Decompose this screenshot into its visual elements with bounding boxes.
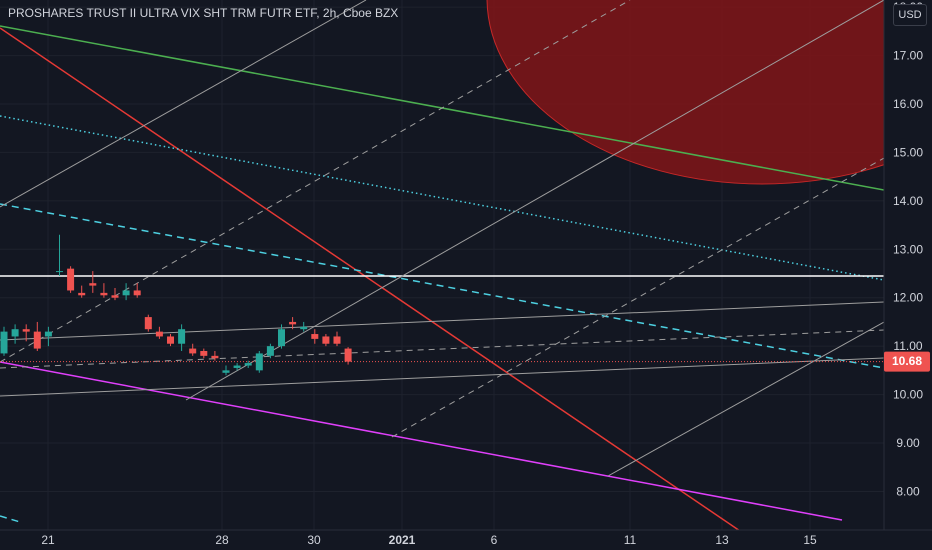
candle-body	[167, 336, 174, 344]
candle-body	[122, 290, 130, 296]
trendline-red[interactable]	[0, 27, 768, 550]
y-tick-label: 9.00	[896, 436, 920, 450]
ellipse-drawing[interactable]	[486, 0, 932, 185]
trendline-cyan-dashed[interactable]	[0, 203, 884, 369]
candle-body	[78, 292, 86, 296]
trendline-cyan-dashed-2[interactable]	[0, 515, 21, 523]
x-tick-label: 21	[41, 533, 55, 547]
candle-body	[44, 331, 52, 337]
candle-body	[211, 355, 219, 359]
candle-body	[33, 331, 41, 349]
candle-body	[244, 363, 252, 366]
x-tick-label: 30	[307, 533, 321, 547]
channel-line-bottom[interactable]	[0, 357, 884, 397]
candle-body	[144, 317, 152, 330]
chart-title: PROSHARES TRUST II ULTRA VIX SHT TRM FUT…	[8, 6, 399, 20]
channel-line-upper[interactable]	[0, 0, 367, 208]
trendline-magenta[interactable]	[0, 361, 843, 521]
candle-body	[222, 370, 230, 373]
candle-body	[100, 292, 108, 296]
y-tick-label: 12.00	[893, 291, 923, 305]
price-axis	[884, 0, 932, 550]
candle-body	[289, 321, 297, 325]
channel-line-top[interactable]	[0, 301, 884, 341]
y-tick-label: 17.00	[893, 49, 923, 63]
candle-body	[278, 329, 285, 347]
candle-body	[0, 331, 8, 354]
candle-body	[56, 271, 63, 273]
candle-body	[322, 336, 330, 344]
candle-body	[11, 329, 19, 337]
parallel-dashed-upper[interactable]	[0, 0, 631, 363]
candle-body	[89, 283, 97, 286]
candle-body	[189, 348, 197, 354]
y-tick-label: 10.00	[893, 388, 923, 402]
candle-body	[67, 268, 75, 291]
last-price-tag-bg	[884, 351, 930, 372]
candle-body	[155, 331, 163, 337]
y-tick-label: 15.00	[893, 145, 923, 159]
y-tick-label: 16.00	[893, 97, 923, 111]
candle-body	[266, 346, 274, 356]
y-tick-label: 11.00	[893, 339, 922, 353]
candle-body	[22, 329, 30, 332]
x-tick-label: 11	[624, 533, 637, 547]
candle-body	[333, 336, 341, 344]
y-tick-label: 13.00	[893, 242, 923, 256]
x-tick-label: 6	[491, 533, 498, 547]
candle-body	[233, 365, 241, 368]
x-tick-label: 28	[215, 533, 229, 547]
trendline-cyan-dotted[interactable]	[0, 115, 884, 281]
candle-body	[111, 295, 119, 298]
y-tick-label: 8.00	[896, 484, 920, 498]
time-axis	[0, 530, 932, 550]
y-tick-label: 14.00	[893, 194, 923, 208]
candle-body	[133, 290, 141, 296]
x-tick-label: 2021	[389, 533, 416, 547]
candle-body	[200, 350, 208, 356]
candle-body	[255, 353, 263, 371]
candle-body	[344, 348, 352, 362]
x-tick-label: 15	[803, 533, 817, 547]
x-tick-label: 13	[715, 533, 729, 547]
candle-body	[300, 326, 308, 330]
candle-body	[311, 334, 319, 339]
parallel-line-low[interactable]	[607, 321, 884, 477]
candle-body	[178, 329, 186, 344]
parallel-line-up[interactable]	[185, 0, 884, 401]
last-price-tag: 10.68	[891, 354, 923, 368]
currency-button[interactable]: USD	[893, 4, 927, 26]
